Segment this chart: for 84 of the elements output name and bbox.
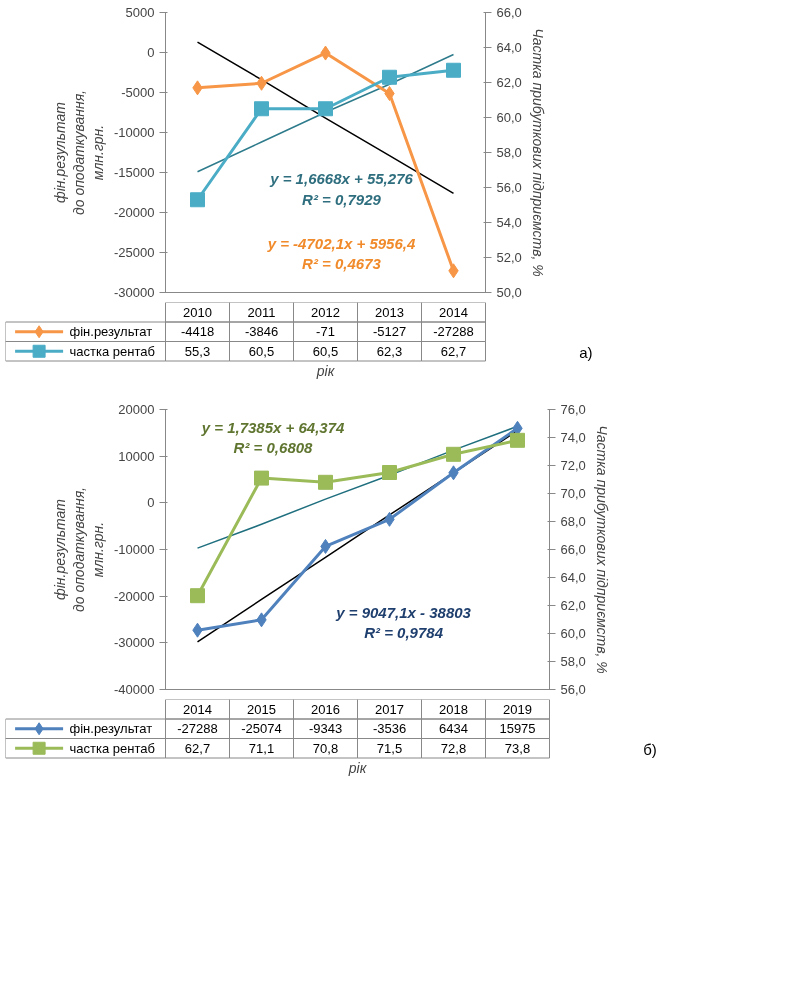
- y2-tick-label: 60,0: [560, 626, 586, 641]
- y-tick-label: -5000: [121, 85, 155, 100]
- y2-tick-label: 76,0: [560, 402, 586, 417]
- data-label: 55,3: [184, 343, 211, 359]
- y2-tick-label: 56,0: [560, 682, 586, 697]
- y-tick-label: -15000: [114, 165, 155, 180]
- x-tick-label: 2014: [183, 701, 212, 717]
- y2-tick-label: 70,0: [560, 486, 586, 501]
- y-tick-label: -20000: [114, 205, 155, 220]
- legend-label: фін.результат: [69, 721, 153, 737]
- data-label: 73,8: [504, 740, 531, 756]
- data-label: 62,3: [376, 343, 403, 359]
- annotation: y = 1,7385x + 64,374 R² = 0,6808: [200, 418, 345, 457]
- x-tick-label: 2017: [375, 701, 404, 717]
- x-tick-label: 2012: [311, 304, 340, 320]
- y-tick-label: 0: [147, 495, 155, 511]
- data-label: -9343: [308, 721, 343, 737]
- x-tick-label: 2015: [247, 701, 276, 717]
- data-label: -27288: [433, 324, 474, 340]
- x-tick-label: 2014: [439, 304, 468, 320]
- annotation: y = 9047,1x - 38803 R² = 0,9784: [335, 603, 472, 641]
- y2-tick-label: 56,0: [496, 180, 522, 195]
- y2-tick-label: 66,0: [496, 5, 522, 20]
- annotation: y = 1,6668x + 55,276 R² = 0,7929: [269, 170, 414, 208]
- annotation: y = -4702,1x + 5956,4 R² = 0,4673: [266, 234, 416, 272]
- data-label: 71,1: [248, 740, 275, 756]
- y-tick-label: 10000: [118, 448, 155, 464]
- y2-tick-label: 62,0: [560, 598, 586, 613]
- x-tick-label: 2018: [439, 701, 468, 717]
- legend-label: фін.результат: [69, 324, 153, 340]
- data-label: -27288: [177, 721, 218, 737]
- y2-tick-label: 50,0: [496, 285, 522, 300]
- y2-axis-title: Частка прибуткових підприємств, %: [593, 425, 610, 674]
- data-label: -3536: [372, 721, 407, 737]
- y2-tick-label: 58,0: [496, 145, 522, 160]
- y-tick-label: 0: [147, 45, 155, 60]
- y2-tick-label: 72,0: [560, 458, 586, 473]
- x-axis-title: рік: [315, 362, 336, 379]
- y-tick-label: -20000: [114, 588, 155, 604]
- x-axis-title: рік: [347, 759, 368, 776]
- data-label: -5127: [372, 324, 407, 340]
- y2-tick-label: 66,0: [560, 542, 586, 557]
- x-tick-label: 2010: [183, 304, 212, 320]
- y2-tick-label: 58,0: [560, 654, 586, 669]
- y-tick-label: -10000: [114, 125, 155, 140]
- data-label: -25074: [241, 721, 282, 737]
- y2-tick-label: 64,0: [560, 570, 586, 585]
- x-tick-label: 2019: [503, 701, 532, 717]
- data-label: 15975: [499, 721, 536, 737]
- data-label: 6434: [439, 721, 468, 737]
- legend-label: частка рентаб: [69, 740, 155, 756]
- y-tick-label: -40000: [114, 682, 155, 697]
- x-tick-label: 2016: [311, 701, 340, 717]
- y-tick-label: -30000: [114, 285, 155, 300]
- text: а): [579, 344, 593, 361]
- y-tick-label: 5000: [125, 5, 155, 20]
- data-label: -4418: [180, 324, 215, 340]
- y2-axis-title: Частка прибуткових підприємств, %: [529, 28, 546, 277]
- data-label: -71: [316, 324, 335, 340]
- data-label: 72,8: [440, 740, 467, 756]
- y-tick-label: -25000: [114, 245, 155, 260]
- data-label: 70,8: [312, 740, 339, 756]
- y2-tick-label: 68,0: [560, 514, 586, 529]
- y-tick-label: -10000: [114, 542, 155, 557]
- data-label: 60,5: [312, 343, 339, 359]
- y-axis-title: фін.результат до оподаткування, млн.грн.: [51, 89, 107, 216]
- y-tick-label: -30000: [114, 635, 155, 651]
- legend-label: частка рентаб: [69, 343, 155, 359]
- data-label: 60,5: [248, 343, 275, 359]
- y2-tick-label: 74,0: [560, 430, 586, 445]
- y2-tick-label: 54,0: [496, 215, 522, 230]
- text: б): [643, 741, 657, 758]
- y-tick-label: 20000: [118, 402, 155, 417]
- y2-tick-label: 52,0: [496, 250, 522, 265]
- x-tick-label: 2013: [375, 304, 404, 320]
- y2-tick-label: 62,0: [496, 75, 522, 90]
- data-label: 62,7: [184, 740, 211, 756]
- data-label: 71,5: [376, 740, 403, 756]
- data-label: -3846: [244, 324, 279, 340]
- y2-tick-label: 60,0: [496, 110, 522, 125]
- x-tick-label: 2011: [247, 304, 276, 320]
- data-label: 62,7: [440, 343, 467, 359]
- y-axis-title: фін.результат до оподаткування, млн.грн.: [51, 486, 107, 613]
- y2-tick-label: 64,0: [496, 40, 522, 55]
